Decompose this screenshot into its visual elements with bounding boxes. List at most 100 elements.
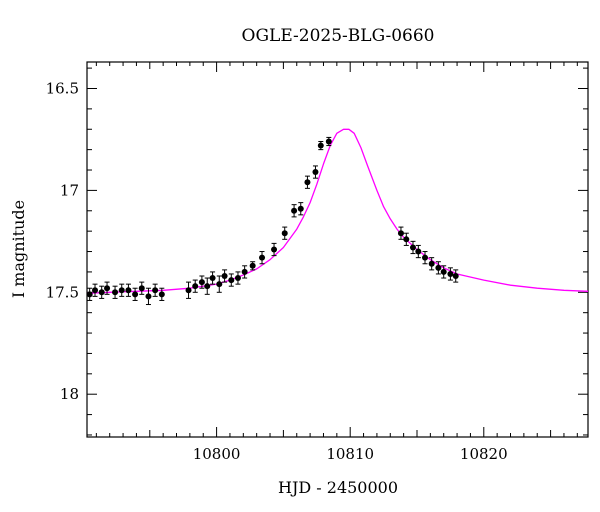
data-marker [138,285,145,292]
data-marker [422,254,429,261]
data-point [138,281,145,295]
y-tick-label: 17.5 [46,283,79,301]
data-point [234,271,241,285]
data-marker [291,207,298,214]
data-marker [112,289,119,296]
data-marker [98,289,105,296]
data-point [198,275,205,289]
data-marker [304,179,311,186]
data-point [104,281,111,295]
data-marker [447,270,454,277]
data-point [132,287,139,301]
data-point [312,165,319,179]
data-marker [104,285,111,292]
y-tick-label: 16.5 [46,79,79,97]
data-marker [440,268,447,275]
data-marker [192,283,199,290]
x-axis-label: HJD - 2450000 [278,478,398,497]
y-axis-label: I magnitude [9,200,28,298]
data-marker [132,291,139,298]
data-marker [397,230,404,237]
plot-frame [86,61,589,438]
data-point [415,244,422,259]
model-curve-layer [86,128,589,294]
data-marker [281,230,288,237]
data-point [440,265,447,279]
data-marker [118,287,125,294]
data-point [118,283,125,297]
data-point [221,269,228,283]
data-marker [249,262,256,269]
y-tick-label: 18 [60,385,79,403]
data-point [428,257,435,271]
data-point [158,287,165,301]
data-point [92,283,99,297]
data-point [241,265,248,279]
data-marker [297,205,304,212]
data-point [152,283,159,297]
data-point [98,285,105,299]
data-point [397,226,404,240]
chart-title: OGLE-2025-BLG-0660 [242,26,435,46]
data-marker [415,248,422,255]
data-marker [259,254,266,261]
data-point [185,281,192,299]
data-point [281,226,288,240]
data-marker [145,293,152,300]
data-point [216,275,223,293]
y-tick-label: 17 [60,181,79,199]
x-axis-ticks: 10800 10810 10820 [95,62,578,463]
data-marker [152,287,159,294]
data-point [209,271,216,285]
model-curve [86,128,589,294]
data-point [249,261,256,271]
data-marker [428,260,435,267]
data-point [112,285,119,299]
data-point [192,279,199,293]
data-marker [312,169,319,176]
data-marker [125,287,132,294]
data-point [291,204,298,218]
data-point [145,287,152,306]
data-point [409,240,416,255]
data-marker [92,287,99,294]
data-point [228,273,235,287]
data-point [317,140,324,151]
data-point [447,267,454,281]
data-point [204,277,211,295]
data-point [271,242,278,257]
data-marker [409,244,416,251]
x-tick-label: 10820 [460,445,508,463]
data-marker [325,138,332,145]
data-marker [185,287,192,294]
data-marker [271,246,278,253]
data-marker [86,291,93,298]
data-marker [228,277,235,284]
data-marker [198,279,205,286]
data-point [259,251,266,265]
plot-border [86,61,589,438]
data-marker [209,275,216,282]
data-point [125,283,132,297]
data-marker [158,291,165,298]
data-marker [435,264,442,271]
data-marker [317,142,324,149]
data-point [403,232,410,246]
x-tick-label: 10800 [193,445,241,463]
data-marker [221,272,228,279]
data-marker [241,268,248,275]
data-point [297,202,304,216]
data-point [422,251,429,265]
data-marker [204,283,211,290]
data-marker [403,236,410,243]
data-point [86,287,93,301]
data-marker [452,272,459,279]
data-marker [216,281,223,288]
data-marker [234,275,241,282]
data-point [435,261,442,275]
y-axis-ticks: 16.5 17 17.5 18 [46,67,588,436]
data-points-layer [86,136,459,306]
data-point [325,136,332,147]
data-point [452,269,459,283]
